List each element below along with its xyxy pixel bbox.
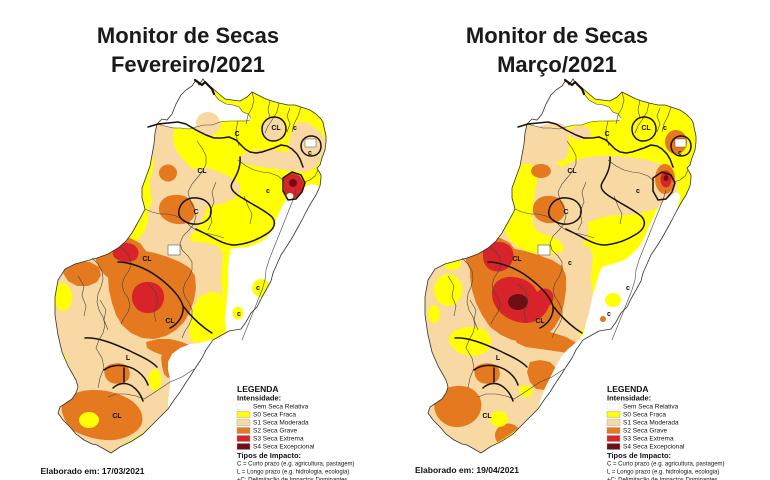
svg-text:c: c: [568, 260, 572, 267]
svg-text:Fevereiro/2021: Fevereiro/2021: [111, 52, 265, 77]
svg-text:Monitor de Secas: Monitor de Secas: [466, 23, 648, 48]
svg-text:Elaborado em: 17/03/2021: Elaborado em: 17/03/2021: [41, 466, 145, 476]
svg-text:Março/2021: Março/2021: [497, 52, 617, 77]
svg-text:Monitor de Secas: Monitor de Secas: [97, 23, 279, 48]
svg-text:Elaborado em: 19/04/2021: Elaborado em: 19/04/2021: [415, 465, 519, 475]
